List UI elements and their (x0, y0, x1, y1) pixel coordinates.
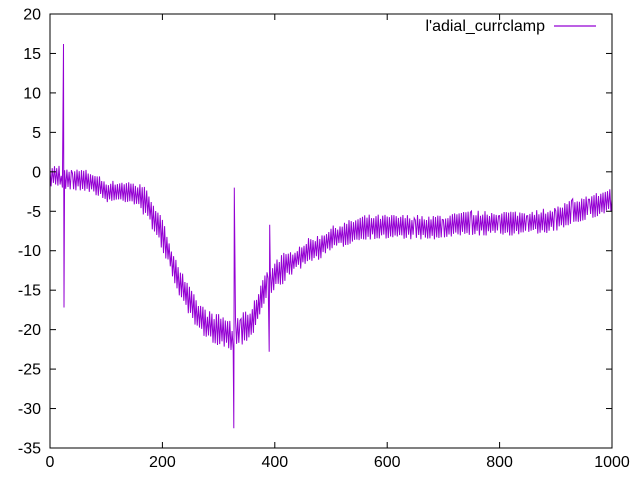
series-line (49, 43, 613, 429)
plot-frame (49, 13, 613, 449)
y-tick-label: -35 (18, 441, 41, 458)
y-tick-label: 20 (23, 7, 41, 24)
y-tick-label: -15 (18, 283, 41, 300)
series-layer (49, 43, 613, 429)
y-tick-label: -30 (18, 401, 41, 418)
x-tick-label: 800 (486, 454, 513, 471)
x-tick-label: 200 (149, 454, 176, 471)
y-tick-label: 0 (32, 164, 41, 181)
x-tick-label: 400 (261, 454, 288, 471)
y-tick-label: -20 (18, 322, 41, 339)
y-tick-label: -25 (18, 362, 41, 379)
y-tick-label: 15 (23, 46, 41, 63)
x-tick-label: 600 (374, 454, 401, 471)
y-tick-label: 5 (32, 125, 41, 142)
y-tick-label: -5 (27, 204, 41, 221)
legend: l'adial_currclamp (425, 18, 596, 35)
x-tick-label: 1000 (594, 454, 630, 471)
y-tick-label: -10 (18, 243, 41, 260)
x-tick-label: 0 (46, 454, 55, 471)
axis-layer: 0 200 400 600 800 1000 20 15 10 5 0 -5 -10 -15 -20 -25 -… (18, 7, 630, 472)
legend-label: l'adial_currclamp (425, 18, 545, 35)
y-tick-label: 10 (23, 85, 41, 102)
